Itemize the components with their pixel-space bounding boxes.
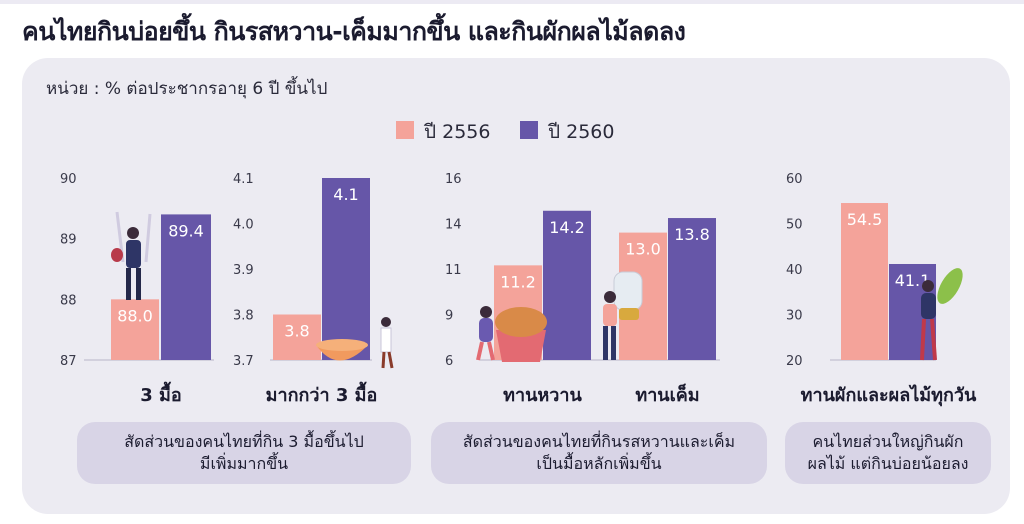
y-tick-label-2-3: 14 — [445, 218, 462, 233]
caption-vegetables-line1: คนไทยส่วนใหญ่กินผัก — [812, 432, 964, 451]
bar-3-0-0 — [841, 203, 888, 360]
y-tick-label-1-0: 3.7 — [233, 354, 254, 369]
caption-meals-line1: สัดส่วนของคนไทยที่กิน 3 มื้อขึ้นไป — [124, 432, 364, 451]
y-tick-label-2-2: 11 — [445, 263, 462, 278]
girl-head-icon — [922, 280, 934, 292]
bar-1-0-1 — [322, 178, 370, 360]
food-icon — [111, 248, 123, 262]
chef-body-icon — [380, 327, 392, 353]
person-body-icon — [126, 240, 141, 268]
girl-leg-icon — [920, 318, 926, 361]
category-label-2-0: ทานหวาน — [503, 385, 582, 406]
data-label-0-0-0: 88.0 — [117, 306, 153, 325]
man-head-icon — [604, 291, 616, 303]
data-label-3-0-1: 41.1 — [895, 271, 931, 290]
bar-0-0-1 — [161, 214, 211, 360]
category-label-0-0: 3 มื้อ — [140, 381, 181, 406]
y-tick-label-2-1: 9 — [445, 309, 453, 324]
top-divider — [0, 0, 1024, 4]
man-leg-icon — [603, 326, 608, 360]
y-tick-label-1-4: 4.1 — [233, 172, 254, 187]
caption-vegetables: คนไทยส่วนใหญ่กินผัก ผลไม้ แต่กินบ่อยน้อย… — [785, 422, 991, 484]
y-tick-label-1-3: 4.0 — [233, 218, 254, 233]
bar-2-1-1 — [668, 218, 716, 360]
chef-leg-icon-2 — [387, 351, 394, 369]
y-tick-label-1-1: 3.8 — [233, 309, 254, 324]
bar-0-0-0 — [111, 299, 159, 360]
y-tick-label-0-1: 88 — [60, 293, 77, 308]
data-label-2-1-0: 13.0 — [625, 240, 661, 259]
legend-swatch-2556 — [396, 121, 414, 139]
category-label-1-0: มากกว่า 3 มื้อ — [266, 381, 378, 406]
chef-head-icon — [381, 317, 391, 327]
caption-sweet-salty-line1: สัดส่วนของคนไทยที่กินรสหวานและเค็ม — [462, 432, 736, 451]
spoon-icon — [144, 213, 152, 263]
caption-sweet-salty: สัดส่วนของคนไทยที่กินรสหวานและเค็ม เป็นม… — [431, 422, 767, 484]
y-tick-label-1-2: 3.9 — [233, 263, 254, 278]
data-label-0-0-1: 89.4 — [168, 221, 204, 240]
salt-shaker-cap-icon — [619, 308, 639, 320]
y-tick-label-3-0: 20 — [786, 354, 803, 369]
data-label-1-0-1: 4.1 — [333, 185, 358, 204]
unit-label: หน่วย : % ต่อประชากรอายุ 6 ปี ขึ้นไป — [46, 79, 328, 99]
caption-meals-line2: มีเพิ่มมากขึ้น — [199, 454, 289, 473]
y-tick-label-3-1: 30 — [786, 309, 803, 324]
y-tick-label-2-0: 6 — [445, 354, 453, 369]
woman-leg-icon — [476, 341, 484, 361]
legend-label-2556: ปี 2556 — [424, 121, 491, 143]
y-tick-label-0-0: 87 — [60, 354, 77, 369]
caption-vegetables-line2: ผลไม้ แต่กินบ่อยน้อยลง — [807, 454, 969, 473]
y-tick-label-3-4: 60 — [786, 172, 803, 187]
caption-sweet-salty-line2: เป็นมื้อหลักเพิ่มขึ้น — [536, 454, 662, 473]
data-label-3-0-0: 54.5 — [847, 210, 883, 229]
legend: ปี 2556 ปี 2560 — [396, 117, 646, 143]
data-label-2-1-1: 13.8 — [674, 225, 710, 244]
woman-head-icon — [480, 306, 492, 318]
category-label-2-1: ทานเค็ม — [635, 383, 699, 406]
page-title: คนไทยกินบ่อยขึ้น กินรสหวาน-เค็มมากขึ้น แ… — [22, 17, 686, 46]
category-label-3-0: ทานผักและผลไม้ทุกวัน — [801, 384, 977, 407]
legend-swatch-2560 — [520, 121, 538, 139]
girl-body-icon — [921, 293, 936, 319]
woman-body-icon — [479, 318, 493, 342]
bowl-rim-icon — [316, 339, 368, 351]
y-tick-label-0-3: 90 — [60, 172, 77, 187]
caption-meals: สัดส่วนของคนไทยที่กิน 3 มื้อขึ้นไป มีเพิ… — [77, 422, 411, 484]
legend-label-2560: ปี 2560 — [548, 121, 615, 143]
bar-2-0-1 — [543, 210, 591, 360]
pea-pod-icon — [937, 268, 963, 304]
data-label-1-0-0: 3.8 — [284, 322, 309, 341]
person-leg-icon-2 — [136, 268, 141, 300]
cupcake-top-icon — [495, 307, 547, 337]
data-label-2-0-0: 11.2 — [500, 272, 536, 291]
salt-shaker-icon — [613, 271, 643, 311]
cupcake-wrapper-icon — [496, 330, 546, 362]
y-tick-label-2-4: 16 — [445, 172, 462, 187]
person-head-icon — [127, 227, 139, 239]
bar-1-0-0 — [273, 314, 321, 360]
y-tick-label-3-2: 40 — [786, 263, 803, 278]
woman-leg-icon-2 — [487, 341, 495, 361]
man-body-icon — [603, 304, 617, 326]
data-label-2-0-1: 14.2 — [549, 218, 585, 237]
girl-leg-icon-2 — [930, 318, 937, 361]
person-leg-icon — [126, 268, 131, 300]
chef-leg-icon — [381, 351, 386, 369]
y-tick-label-3-3: 50 — [786, 218, 803, 233]
y-tick-label-0-2: 89 — [60, 233, 77, 248]
man-leg-icon-2 — [611, 326, 616, 360]
